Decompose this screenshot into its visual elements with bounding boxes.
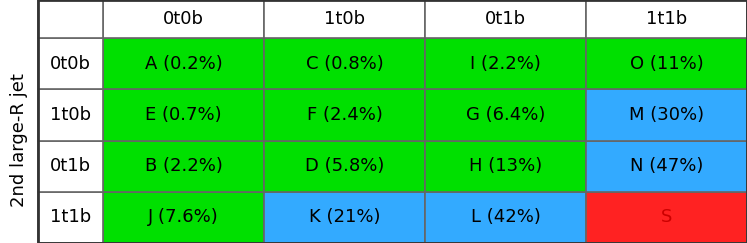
- Text: K (21%): K (21%): [309, 208, 380, 226]
- Text: 0t0b: 0t0b: [163, 10, 204, 28]
- Bar: [586, 89, 747, 140]
- Text: F (2.4%): F (2.4%): [306, 106, 382, 124]
- Text: 1t1b: 1t1b: [50, 208, 91, 226]
- Bar: [264, 192, 425, 243]
- Bar: [103, 192, 264, 243]
- Bar: [38, 38, 103, 89]
- Bar: [38, 140, 103, 192]
- Text: 1t0b: 1t0b: [324, 10, 365, 28]
- Bar: [586, 140, 747, 192]
- Text: 0t0b: 0t0b: [50, 55, 91, 73]
- Text: E (0.7%): E (0.7%): [145, 106, 222, 124]
- Bar: [264, 0, 425, 38]
- Bar: [425, 140, 586, 192]
- Bar: [38, 0, 103, 38]
- Bar: [38, 192, 103, 243]
- Bar: [38, 89, 103, 140]
- Bar: [586, 192, 747, 243]
- Bar: [586, 0, 747, 38]
- Bar: [425, 38, 586, 89]
- Text: S: S: [661, 208, 672, 226]
- Text: 0t1b: 0t1b: [485, 10, 526, 28]
- Bar: [425, 0, 586, 38]
- Text: M (30%): M (30%): [629, 106, 704, 124]
- Bar: [264, 38, 425, 89]
- Bar: [103, 0, 264, 38]
- Text: D (5.8%): D (5.8%): [305, 157, 384, 175]
- Bar: [264, 89, 425, 140]
- Bar: [586, 38, 747, 89]
- Bar: [425, 89, 586, 140]
- Bar: [103, 140, 264, 192]
- Text: B (2.2%): B (2.2%): [145, 157, 223, 175]
- Text: G (6.4%): G (6.4%): [466, 106, 545, 124]
- Text: A (0.2%): A (0.2%): [145, 55, 223, 73]
- Text: C (0.8%): C (0.8%): [306, 55, 383, 73]
- Bar: [103, 38, 264, 89]
- Text: 2nd large-R jet: 2nd large-R jet: [10, 74, 28, 208]
- Text: 1t0b: 1t0b: [50, 106, 91, 124]
- Bar: [264, 140, 425, 192]
- Text: I (2.2%): I (2.2%): [470, 55, 541, 73]
- Text: O (11%): O (11%): [630, 55, 704, 73]
- Text: 1t1b: 1t1b: [646, 10, 687, 28]
- Bar: [425, 192, 586, 243]
- Bar: [103, 89, 264, 140]
- Text: N (47%): N (47%): [630, 157, 703, 175]
- Text: L (42%): L (42%): [471, 208, 540, 226]
- Text: J (7.6%): J (7.6%): [148, 208, 219, 226]
- Text: H (13%): H (13%): [469, 157, 542, 175]
- Text: 0t1b: 0t1b: [50, 157, 91, 175]
